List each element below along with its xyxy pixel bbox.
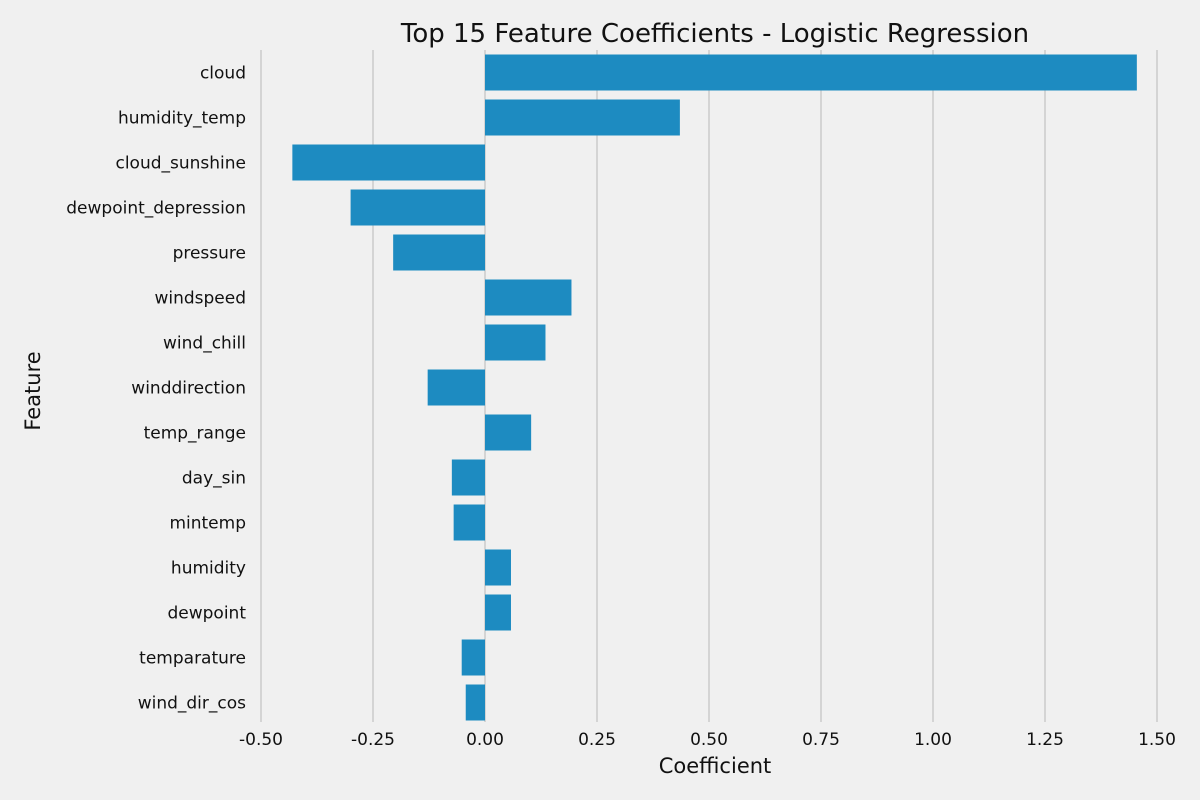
bar-cloud [485,54,1137,91]
y-tick-label: humidity [171,559,246,579]
y-tick-label: pressure [173,244,246,264]
bars [292,54,1137,721]
x-tick-label: 1.00 [914,730,952,750]
bar-cloud-sunshine [292,144,485,181]
y-tick-label: mintemp [169,514,246,534]
x-tick-label: 0.25 [578,730,616,750]
y-tick-labels: cloud humidity_temp cloud_sunshine dewpoint… [66,64,246,714]
y-axis-label: Feature [21,351,45,430]
bar-windspeed [485,279,572,316]
x-tick-label: 0.75 [802,730,840,750]
x-tick-label: 0.00 [466,730,504,750]
bar-wind-chill [485,324,546,361]
x-tick-label: -0.25 [351,730,395,750]
bar-temparature [461,639,485,676]
x-tick-labels: -0.50 -0.25 0.00 0.25 0.50 0.75 1.00 1.25 1.50 [239,730,1176,750]
y-tick-label: winddirection [131,379,246,399]
y-tick-label: dewpoint_depression [66,199,246,219]
bar-dewpoint [485,594,511,631]
bar-humidity-temp [485,99,680,136]
bar-humidity [485,549,511,586]
bar-winddirection [427,369,485,406]
y-tick-label: wind_dir_cos [138,694,246,714]
bar-day-sin [451,459,485,496]
x-tick-label: 1.50 [1138,730,1176,750]
y-tick-label: cloud_sunshine [115,154,246,174]
x-tick-label: 1.25 [1026,730,1064,750]
bar-pressure [393,234,485,271]
x-tick-label: 0.50 [690,730,728,750]
y-tick-label: windspeed [154,289,246,309]
y-tick-label: day_sin [182,469,246,489]
x-tick-label: -0.50 [239,730,283,750]
y-tick-label: cloud [200,64,246,84]
y-tick-label: dewpoint [167,604,246,624]
bar-dewpoint-depression [350,189,485,226]
bar-mintemp [453,504,485,541]
x-axis-label: Coefficient [659,754,772,778]
chart-title: Top 15 Feature Coefficients - Logistic R… [400,19,1029,49]
y-tick-label: temp_range [144,424,246,444]
y-tick-label: wind_chill [163,334,246,354]
bar-temp-range [485,414,532,451]
bar-wind-dir-cos [465,684,485,721]
y-tick-label: humidity_temp [118,109,246,129]
y-tick-label: temparature [139,649,246,669]
